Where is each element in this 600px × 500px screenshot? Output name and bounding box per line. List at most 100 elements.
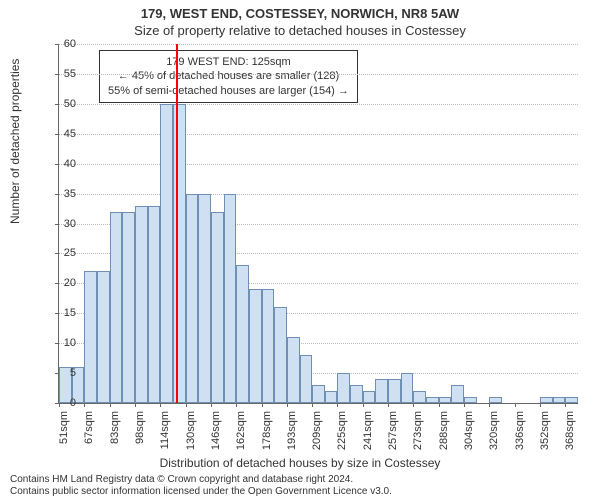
histogram-bar xyxy=(439,397,452,403)
xtick-mark xyxy=(287,403,288,407)
ytick-label: 10 xyxy=(26,337,76,349)
histogram-bar xyxy=(211,212,224,403)
xtick-mark xyxy=(160,403,161,407)
histogram-bar xyxy=(540,397,553,403)
histogram-bar xyxy=(224,194,237,403)
histogram-bar xyxy=(84,271,97,403)
xtick-label: 352sqm xyxy=(539,411,551,453)
xtick-label: 336sqm xyxy=(514,411,526,453)
histogram-bar xyxy=(350,385,363,403)
histogram-bar xyxy=(97,271,110,403)
ytick-label: 50 xyxy=(26,98,76,110)
histogram-bar xyxy=(110,212,123,403)
xtick-mark xyxy=(489,403,490,407)
xtick-label: 288sqm xyxy=(438,411,450,453)
xtick-mark xyxy=(262,403,263,407)
xtick-label: 51sqm xyxy=(58,411,70,453)
xtick-mark xyxy=(135,403,136,407)
histogram-bar xyxy=(300,355,313,403)
annotation-line2: ← 45% of detached houses are smaller (12… xyxy=(108,69,349,83)
xtick-label: 67sqm xyxy=(83,411,95,453)
chart-subtitle: Size of property relative to detached ho… xyxy=(0,23,600,38)
gridline xyxy=(59,194,578,195)
ytick-label: 15 xyxy=(26,307,76,319)
attribution-line2: Contains public sector information licen… xyxy=(10,486,392,498)
histogram-bar xyxy=(274,307,287,403)
histogram-bar xyxy=(375,379,388,403)
xtick-mark xyxy=(540,403,541,407)
xtick-mark xyxy=(186,403,187,407)
histogram-bar xyxy=(363,391,376,403)
xtick-label: 257sqm xyxy=(387,411,399,453)
gridline xyxy=(59,44,578,45)
histogram-bar xyxy=(148,206,161,403)
xtick-mark xyxy=(84,403,85,407)
xtick-label: 178sqm xyxy=(261,411,273,453)
ytick-label: 30 xyxy=(26,218,76,230)
xtick-mark xyxy=(312,403,313,407)
xtick-mark xyxy=(236,403,237,407)
histogram-bar xyxy=(198,194,211,403)
histogram-bar xyxy=(236,265,249,403)
xtick-label: 241sqm xyxy=(362,411,374,453)
histogram-bar xyxy=(135,206,148,403)
gridline xyxy=(59,134,578,135)
xtick-label: 273sqm xyxy=(412,411,424,453)
histogram-bar xyxy=(186,194,199,403)
xtick-label: 368sqm xyxy=(564,411,576,453)
histogram-bar xyxy=(451,385,464,403)
chart-title: 179, WEST END, COSTESSEY, NORWICH, NR8 5… xyxy=(0,0,600,21)
gridline xyxy=(59,164,578,165)
chart-container: 179, WEST END, COSTESSEY, NORWICH, NR8 5… xyxy=(0,0,600,500)
annotation-line3: 55% of semi-detached houses are larger (… xyxy=(108,84,349,98)
ytick-label: 40 xyxy=(26,158,76,170)
xtick-label: 162sqm xyxy=(235,411,247,453)
attribution: Contains HM Land Registry data © Crown c… xyxy=(10,474,392,498)
histogram-bar xyxy=(325,391,338,403)
ytick-label: 55 xyxy=(26,68,76,80)
histogram-bar xyxy=(337,373,350,403)
xtick-mark xyxy=(110,403,111,407)
attribution-line1: Contains HM Land Registry data © Crown c… xyxy=(10,474,392,486)
y-axis-label: Number of detached properties xyxy=(8,59,22,224)
ytick-label: 45 xyxy=(26,128,76,140)
histogram-bar xyxy=(287,337,300,403)
ytick-label: 5 xyxy=(26,367,76,379)
xtick-label: 114sqm xyxy=(159,411,171,453)
xtick-mark xyxy=(337,403,338,407)
histogram-bar xyxy=(464,397,477,403)
xtick-mark xyxy=(413,403,414,407)
histogram-bar xyxy=(413,391,426,403)
histogram-bar xyxy=(426,397,439,403)
plot-area: 179 WEST END: 125sqm ← 45% of detached h… xyxy=(58,44,578,404)
histogram-bar xyxy=(262,289,275,403)
xtick-label: 225sqm xyxy=(336,411,348,453)
xtick-mark xyxy=(363,403,364,407)
gridline xyxy=(59,74,578,75)
xtick-label: 304sqm xyxy=(463,411,475,453)
xtick-mark xyxy=(464,403,465,407)
ytick-label: 25 xyxy=(26,247,76,259)
xtick-label: 146sqm xyxy=(210,411,222,453)
xtick-label: 193sqm xyxy=(286,411,298,453)
xtick-label: 98sqm xyxy=(134,411,146,453)
ytick-label: 20 xyxy=(26,277,76,289)
histogram-bar xyxy=(388,379,401,403)
marker-line xyxy=(176,44,178,403)
annotation-line1: 179 WEST END: 125sqm xyxy=(108,55,349,69)
xtick-mark xyxy=(515,403,516,407)
histogram-bar xyxy=(401,373,414,403)
gridline xyxy=(59,104,578,105)
histogram-bar xyxy=(553,397,566,403)
xtick-label: 209sqm xyxy=(311,411,323,453)
x-axis-label: Distribution of detached houses by size … xyxy=(0,456,600,470)
histogram-bar xyxy=(312,385,325,403)
xtick-mark xyxy=(211,403,212,407)
ytick-label: 35 xyxy=(26,188,76,200)
ytick-label: 0 xyxy=(26,397,76,409)
xtick-mark xyxy=(388,403,389,407)
histogram-bar xyxy=(489,397,502,403)
histogram-bar xyxy=(249,289,262,403)
xtick-mark xyxy=(439,403,440,407)
histogram-bar xyxy=(565,397,578,403)
